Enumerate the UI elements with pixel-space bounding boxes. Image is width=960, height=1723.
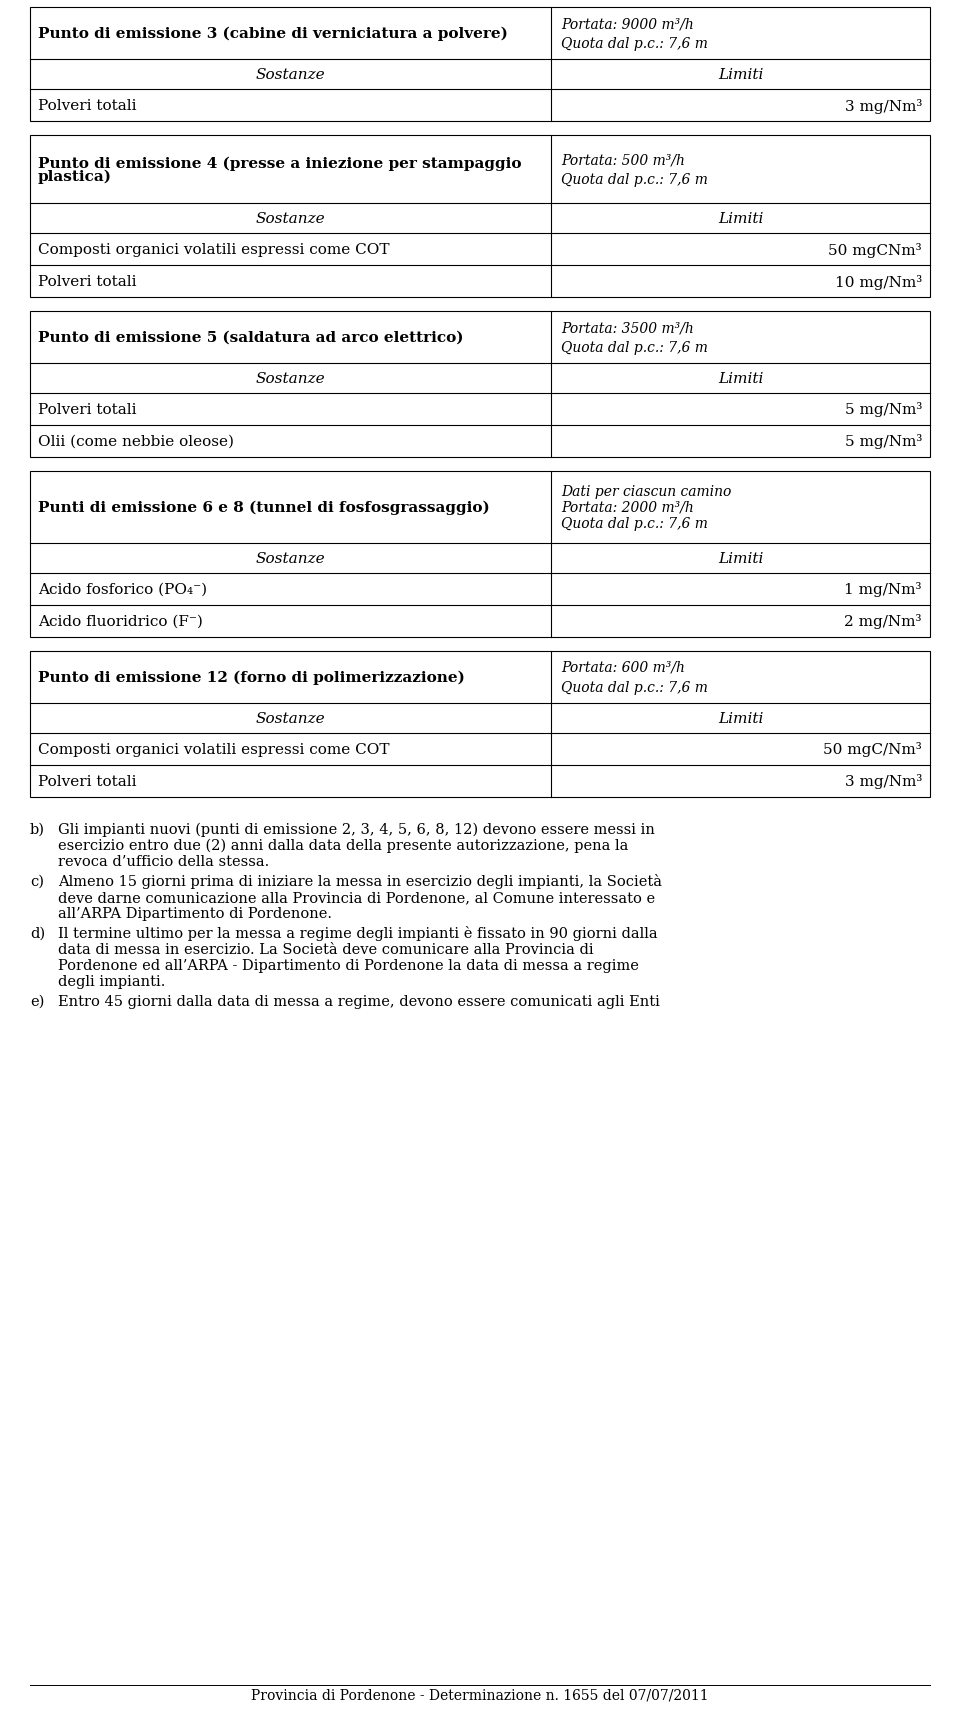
Text: Quota dal p.c.: 7,6 m: Quota dal p.c.: 7,6 m xyxy=(561,517,708,531)
Text: 2 mg/Nm³: 2 mg/Nm³ xyxy=(845,613,922,629)
Bar xyxy=(30,472,930,638)
Text: Limiti: Limiti xyxy=(718,67,763,83)
Text: 3 mg/Nm³: 3 mg/Nm³ xyxy=(845,98,922,114)
Text: Quota dal p.c.: 7,6 m: Quota dal p.c.: 7,6 m xyxy=(561,172,708,186)
Text: Almeno 15 giorni prima di iniziare la messa in esercizio degli impianti, la Soci: Almeno 15 giorni prima di iniziare la me… xyxy=(58,874,662,889)
Text: Polveri totali: Polveri totali xyxy=(38,775,136,789)
Text: Limiti: Limiti xyxy=(718,212,763,226)
Text: 5 mg/Nm³: 5 mg/Nm³ xyxy=(845,434,922,450)
Text: Dati per ciascun camino: Dati per ciascun camino xyxy=(561,484,732,498)
Text: Punto di emissione 3 (cabine di verniciatura a polvere): Punto di emissione 3 (cabine di vernicia… xyxy=(38,28,508,41)
Text: Acido fluoridrico (F⁻): Acido fluoridrico (F⁻) xyxy=(38,615,203,629)
Text: 1 mg/Nm³: 1 mg/Nm³ xyxy=(845,582,922,598)
Text: Sostanze: Sostanze xyxy=(255,551,325,565)
Bar xyxy=(30,9,930,122)
Text: Polveri totali: Polveri totali xyxy=(38,276,136,289)
Text: Composti organici volatili espressi come COT: Composti organici volatili espressi come… xyxy=(38,743,390,756)
Text: 3 mg/Nm³: 3 mg/Nm³ xyxy=(845,774,922,789)
Text: Punto di emissione 5 (saldatura ad arco elettrico): Punto di emissione 5 (saldatura ad arco … xyxy=(38,331,464,345)
Text: Punto di emissione 12 (forno di polimerizzazione): Punto di emissione 12 (forno di polimeri… xyxy=(38,670,465,684)
Text: b): b) xyxy=(30,822,45,836)
Text: Quota dal p.c.: 7,6 m: Quota dal p.c.: 7,6 m xyxy=(561,681,708,694)
Text: d): d) xyxy=(30,927,45,941)
Text: Polveri totali: Polveri totali xyxy=(38,403,136,417)
Text: data di messa in esercizio. La Società deve comunicare alla Provincia di: data di messa in esercizio. La Società d… xyxy=(58,942,593,956)
Text: all’ARPA Dipartimento di Pordenone.: all’ARPA Dipartimento di Pordenone. xyxy=(58,906,332,920)
Text: Gli impianti nuovi (punti di emissione 2, 3, 4, 5, 6, 8, 12) devono essere messi: Gli impianti nuovi (punti di emissione 2… xyxy=(58,822,655,837)
Text: Portata: 500 m³/h: Portata: 500 m³/h xyxy=(561,153,685,167)
Bar xyxy=(30,136,930,298)
Text: Pordenone ed all’ARPA - Dipartimento di Pordenone la data di messa a regime: Pordenone ed all’ARPA - Dipartimento di … xyxy=(58,958,638,972)
Text: Portata: 9000 m³/h: Portata: 9000 m³/h xyxy=(561,17,694,31)
Text: e): e) xyxy=(30,994,44,1008)
Text: c): c) xyxy=(30,875,44,889)
Text: Punti di emissione 6 e 8 (tunnel di fosfosgrassaggio): Punti di emissione 6 e 8 (tunnel di fosf… xyxy=(38,500,490,515)
Text: Olii (come nebbie oleose): Olii (come nebbie oleose) xyxy=(38,434,234,448)
Text: plastica): plastica) xyxy=(38,169,112,184)
Text: Polveri totali: Polveri totali xyxy=(38,98,136,114)
Text: Provincia di Pordenone - Determinazione n. 1655 del 07/07/2011: Provincia di Pordenone - Determinazione … xyxy=(252,1689,708,1702)
Text: Quota dal p.c.: 7,6 m: Quota dal p.c.: 7,6 m xyxy=(561,341,708,355)
Bar xyxy=(30,312,930,458)
Text: 50 mgCNm³: 50 mgCNm³ xyxy=(828,243,922,257)
Text: 50 mgC/Nm³: 50 mgC/Nm³ xyxy=(824,743,922,756)
Bar xyxy=(30,651,930,798)
Text: Portata: 2000 m³/h: Portata: 2000 m³/h xyxy=(561,501,694,515)
Text: Sostanze: Sostanze xyxy=(255,212,325,226)
Text: degli impianti.: degli impianti. xyxy=(58,975,165,989)
Text: Sostanze: Sostanze xyxy=(255,67,325,83)
Text: Limiti: Limiti xyxy=(718,372,763,386)
Text: Quota dal p.c.: 7,6 m: Quota dal p.c.: 7,6 m xyxy=(561,36,708,52)
Text: 10 mg/Nm³: 10 mg/Nm³ xyxy=(835,274,922,289)
Text: Sostanze: Sostanze xyxy=(255,372,325,386)
Text: Limiti: Limiti xyxy=(718,712,763,725)
Text: 5 mg/Nm³: 5 mg/Nm³ xyxy=(845,401,922,417)
Text: Sostanze: Sostanze xyxy=(255,712,325,725)
Text: revoca d’ufficio della stessa.: revoca d’ufficio della stessa. xyxy=(58,855,269,868)
Text: Limiti: Limiti xyxy=(718,551,763,565)
Text: Portata: 600 m³/h: Portata: 600 m³/h xyxy=(561,660,685,675)
Text: Acido fosforico (PO₄⁻): Acido fosforico (PO₄⁻) xyxy=(38,582,207,596)
Text: esercizio entro due (2) anni dalla data della presente autorizzazione, pena la: esercizio entro due (2) anni dalla data … xyxy=(58,839,629,853)
Text: Portata: 3500 m³/h: Portata: 3500 m³/h xyxy=(561,320,694,334)
Text: Punto di emissione 4 (presse a iniezione per stampaggio: Punto di emissione 4 (presse a iniezione… xyxy=(38,157,521,171)
Text: Composti organici volatili espressi come COT: Composti organici volatili espressi come… xyxy=(38,243,390,257)
Text: Entro 45 giorni dalla data di messa a regime, devono essere comunicati agli Enti: Entro 45 giorni dalla data di messa a re… xyxy=(58,994,660,1008)
Text: deve darne comunicazione alla Provincia di Pordenone, al Comune interessato e: deve darne comunicazione alla Provincia … xyxy=(58,891,655,905)
Text: Il termine ultimo per la messa a regime degli impianti è fissato in 90 giorni da: Il termine ultimo per la messa a regime … xyxy=(58,925,658,941)
